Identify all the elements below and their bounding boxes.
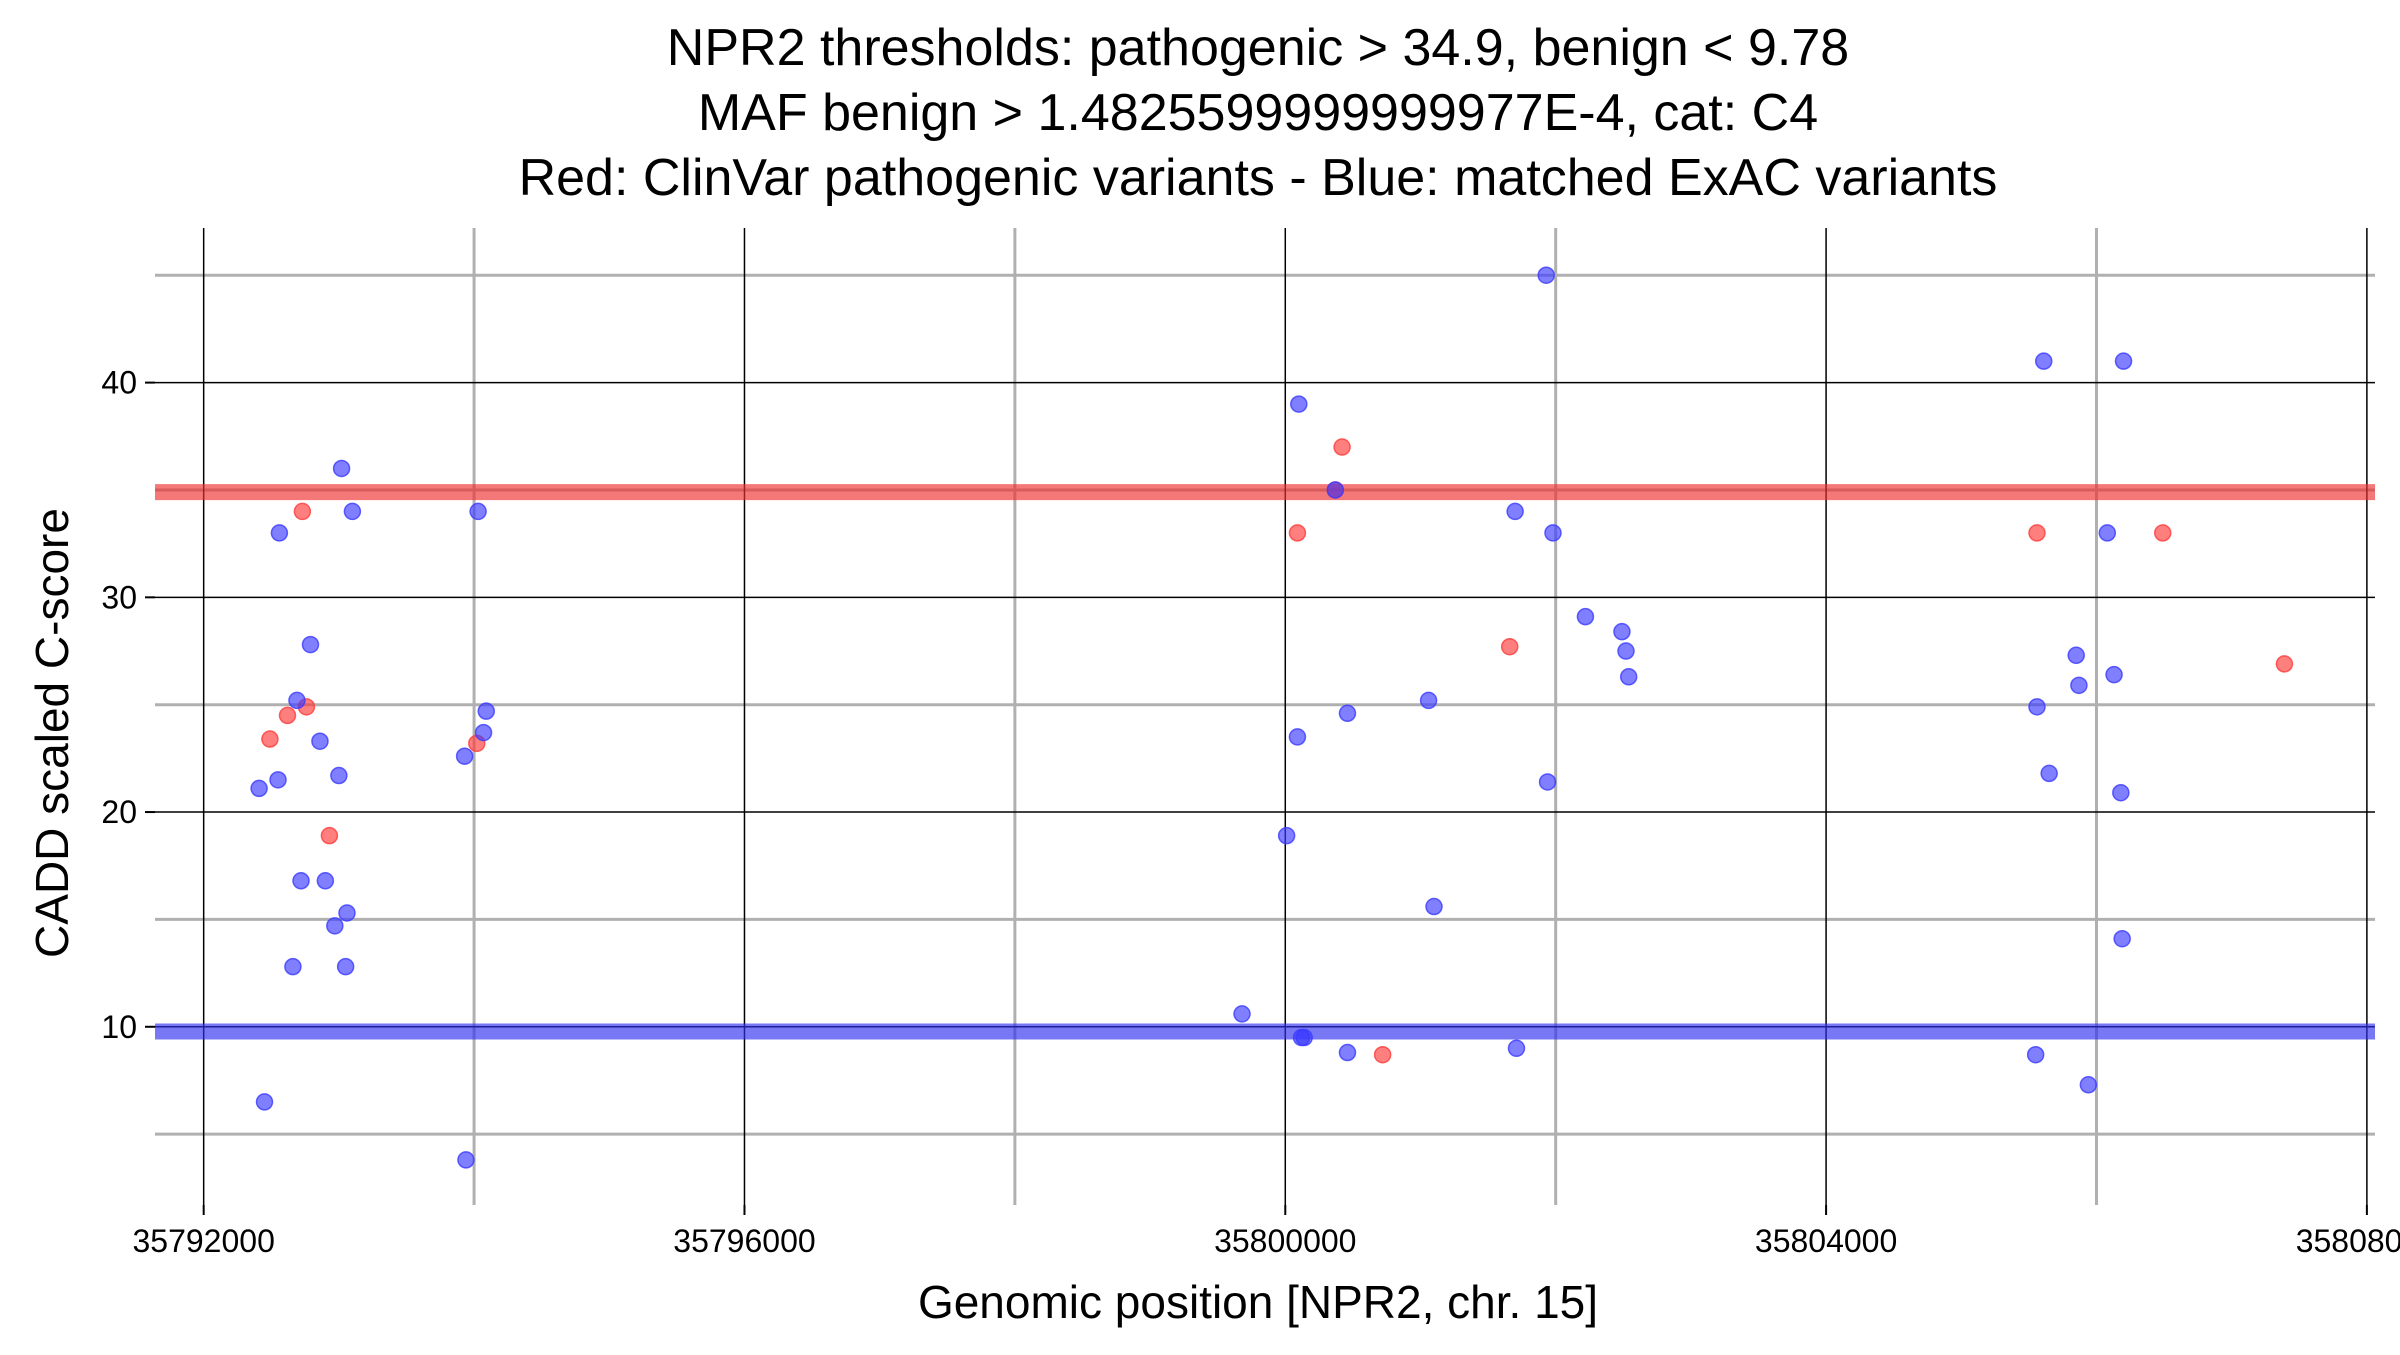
data-point <box>1295 1028 1313 1047</box>
data-point <box>2079 1076 2098 1094</box>
data-point <box>2105 665 2123 684</box>
data-point <box>2067 646 2085 665</box>
data-point <box>2113 929 2131 948</box>
data-point <box>2112 783 2130 802</box>
data-point <box>1507 1039 1526 1058</box>
y-axis-title: CADD scaled C-score <box>26 508 78 958</box>
axes: 35792000 35796000 35800000 35804000 35808000… <box>101 365 2400 1259</box>
data-point <box>1373 1045 1392 1064</box>
data-point <box>2114 352 2133 370</box>
data-point <box>336 957 355 976</box>
data-point <box>1619 668 1638 686</box>
data-point <box>1288 524 1307 542</box>
data-point <box>1425 897 1443 916</box>
y-tick-label: 10 <box>101 1009 137 1045</box>
x-axis-title: Genomic position [NPR2, chr. 15] <box>918 1276 1598 1328</box>
data-point <box>2028 698 2046 716</box>
data-point <box>477 702 495 720</box>
data-point <box>1338 704 1357 723</box>
data-point <box>2035 352 2053 370</box>
data-point <box>261 730 279 748</box>
data-point <box>326 917 344 935</box>
data-point <box>269 771 287 789</box>
title-line-2: MAF benign > 1.4825599999999977E-4, cat:… <box>698 84 1818 142</box>
data-point <box>1233 1005 1251 1023</box>
data-point <box>457 1151 475 1169</box>
data-point <box>1338 1043 1357 1062</box>
x-tick-label: 35808000 <box>2296 1223 2400 1259</box>
data-point <box>270 524 289 542</box>
data-point <box>2153 524 2172 542</box>
data-point <box>455 747 474 765</box>
chart-title: NPR2 thresholds: pathogenic > 34.9, beni… <box>519 19 1998 207</box>
data-point <box>1290 395 1308 413</box>
data-point <box>311 732 329 750</box>
data-point <box>2026 1045 2045 1064</box>
x-tick-label: 35792000 <box>132 1223 274 1259</box>
data-point <box>1538 773 1557 791</box>
data-point <box>250 779 268 798</box>
data-point <box>320 826 339 845</box>
threshold-lines <box>155 484 2375 1040</box>
data-point <box>1326 481 1345 499</box>
data-point <box>301 635 320 654</box>
data-point <box>1506 502 1524 521</box>
data-point <box>292 872 310 890</box>
data-point <box>469 502 487 521</box>
x-tick-label: 35800000 <box>1214 1223 1356 1259</box>
data-point <box>293 502 312 521</box>
data-point <box>2275 655 2294 673</box>
grid-lines <box>155 228 2375 1205</box>
y-tick-label: 20 <box>101 794 137 830</box>
data-point <box>255 1093 274 1111</box>
y-tick-label: 30 <box>101 579 137 615</box>
data-point <box>474 723 493 742</box>
data-point <box>343 502 362 521</box>
data-point <box>1277 826 1296 845</box>
x-tick-label: 35796000 <box>673 1223 815 1259</box>
title-line-1: NPR2 thresholds: pathogenic > 34.9, beni… <box>667 19 1849 77</box>
y-tick-label: 40 <box>101 365 137 401</box>
data-point <box>2040 764 2058 783</box>
data-point <box>1613 622 1631 641</box>
data-point <box>1500 637 1519 656</box>
data-points <box>250 266 2294 1169</box>
data-point <box>1576 607 1595 626</box>
x-tick-label: 35804000 <box>1755 1223 1897 1259</box>
data-point <box>278 706 297 725</box>
data-point <box>2070 676 2088 695</box>
title-line-3: Red: ClinVar pathogenic variants - Blue:… <box>519 149 1998 207</box>
data-point <box>316 872 335 890</box>
data-point <box>330 766 348 785</box>
data-point <box>1544 524 1562 542</box>
data-point <box>1288 728 1307 746</box>
data-point <box>332 459 351 478</box>
data-point <box>1537 266 1555 284</box>
data-point <box>2098 524 2117 542</box>
data-point <box>288 691 306 710</box>
data-point <box>284 957 302 976</box>
data-point <box>1617 642 1635 660</box>
data-point <box>2028 524 2046 542</box>
data-point <box>338 904 356 922</box>
data-point <box>1419 691 1438 710</box>
data-point <box>1333 438 1351 456</box>
